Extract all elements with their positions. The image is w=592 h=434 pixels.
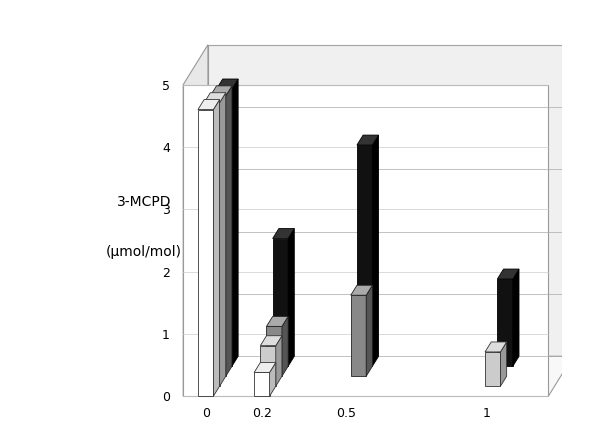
Polygon shape [485, 342, 507, 352]
Polygon shape [276, 336, 282, 386]
Polygon shape [210, 86, 232, 96]
Polygon shape [500, 342, 507, 386]
Polygon shape [208, 45, 573, 356]
Polygon shape [266, 316, 288, 326]
Text: 3-MCPD: 3-MCPD [117, 195, 171, 209]
Bar [357, 145, 372, 366]
Polygon shape [204, 93, 226, 103]
Polygon shape [350, 285, 372, 295]
Polygon shape [183, 45, 208, 396]
Polygon shape [232, 79, 238, 366]
Bar [254, 372, 269, 396]
Bar [266, 326, 282, 376]
Polygon shape [269, 362, 276, 396]
Polygon shape [220, 93, 226, 386]
Polygon shape [282, 316, 288, 376]
Bar [350, 295, 366, 376]
Polygon shape [366, 285, 372, 376]
Bar [210, 96, 226, 376]
Polygon shape [254, 362, 276, 372]
Polygon shape [217, 79, 238, 89]
Polygon shape [273, 229, 294, 239]
Polygon shape [357, 135, 378, 145]
Polygon shape [513, 269, 519, 366]
Bar [485, 352, 500, 386]
Bar [497, 279, 513, 366]
Bar [260, 346, 276, 386]
Polygon shape [260, 336, 282, 346]
Bar [198, 109, 213, 396]
Text: (μmol/mol): (μmol/mol) [106, 245, 182, 259]
Polygon shape [288, 229, 294, 366]
Polygon shape [198, 99, 220, 109]
Bar [273, 239, 288, 366]
Polygon shape [183, 85, 548, 396]
Polygon shape [372, 135, 378, 366]
Bar [204, 103, 220, 386]
Polygon shape [226, 86, 232, 376]
Polygon shape [213, 99, 220, 396]
Polygon shape [183, 356, 573, 396]
Polygon shape [497, 269, 519, 279]
Bar [217, 89, 232, 366]
